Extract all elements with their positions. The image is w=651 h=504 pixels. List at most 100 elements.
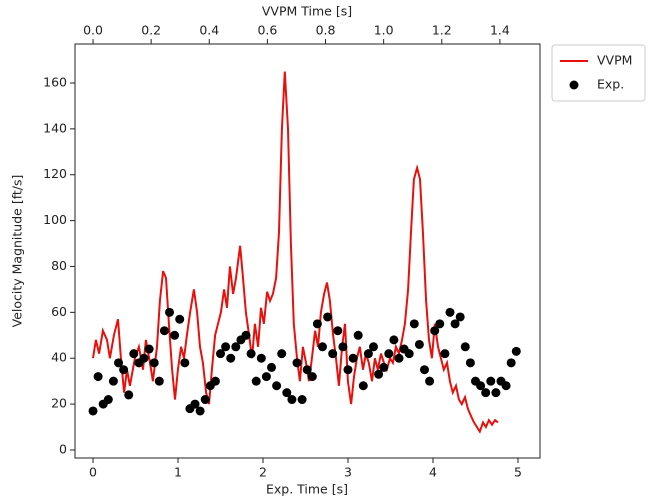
scatter-point: [358, 381, 368, 391]
scatter-point: [506, 358, 516, 368]
scatter-point: [389, 335, 399, 345]
scatter-point: [246, 349, 256, 359]
scatter-point: [435, 319, 445, 329]
scatter-point: [272, 381, 282, 391]
scatter-point: [216, 349, 226, 359]
x-tick-label: 5: [514, 465, 522, 480]
scatter-point: [124, 390, 134, 400]
scatter-point: [241, 330, 251, 340]
scatter-point: [139, 353, 149, 363]
top-tick-label: 1.2: [432, 23, 452, 38]
x-tick-label: 2: [259, 465, 267, 480]
x-tick-label: 4: [429, 465, 437, 480]
scatter-point: [460, 342, 470, 352]
y-tick-label: 140: [43, 120, 67, 135]
scatter-point: [256, 353, 266, 363]
y-tick-label: 160: [43, 74, 67, 89]
scatter-point: [277, 349, 287, 359]
scatter-point: [114, 358, 124, 368]
top-tick-label: 0.2: [141, 23, 161, 38]
scatter-point: [231, 342, 241, 352]
scatter-point: [149, 358, 159, 368]
y-tick-label: 80: [51, 258, 67, 273]
scatter-point: [374, 369, 384, 379]
top-tick-label: 0.0: [83, 23, 103, 38]
scatter-point: [328, 349, 338, 359]
scatter-point: [297, 395, 307, 405]
scatter-point: [180, 358, 190, 368]
top-tick-label: 0.8: [316, 23, 336, 38]
scatter-point: [481, 388, 491, 398]
scatter-point: [119, 365, 129, 375]
scatter-point: [159, 326, 169, 336]
scatter-point: [261, 372, 271, 382]
scatter-point: [210, 376, 220, 386]
scatter-point: [103, 395, 113, 405]
y-tick-label: 0: [59, 441, 67, 456]
scatter-point: [348, 353, 358, 363]
scatter-point: [190, 399, 200, 409]
scatter-point: [394, 353, 404, 363]
y-tick-label: 40: [51, 350, 67, 365]
scatter-point: [93, 372, 103, 382]
scatter-point: [154, 376, 164, 386]
scatter-point: [307, 372, 317, 382]
scatter-point: [312, 319, 322, 329]
scatter-point: [491, 388, 501, 398]
scatter-point: [302, 365, 312, 375]
scatter-point: [251, 376, 261, 386]
top-tick-label: 0.4: [199, 23, 219, 38]
scatter-point: [404, 349, 414, 359]
scatter-point: [414, 339, 424, 349]
scatter-point: [165, 307, 175, 317]
line-series: [92, 71, 499, 434]
scatter-point: [323, 312, 333, 322]
y-axis-label: Velocity Magnitude [ft/s]: [10, 175, 25, 328]
x-tick-label: 3: [344, 465, 352, 480]
top-tick-label: 0.6: [257, 23, 277, 38]
scatter-point: [108, 376, 118, 386]
top-tick-label: 1.4: [490, 23, 510, 38]
x-tick-label: 0: [89, 465, 97, 480]
scatter-point: [476, 381, 486, 391]
scatter-point: [195, 406, 205, 416]
scatter-point: [486, 376, 496, 386]
scatter-point: [450, 319, 460, 329]
plot-frame: [74, 43, 541, 459]
scatter-point: [170, 330, 180, 340]
scatter-point: [144, 344, 154, 354]
y-tick-label: 60: [51, 304, 67, 319]
scatter-point: [287, 395, 297, 405]
scatter-point: [440, 349, 450, 359]
scatter-point: [501, 381, 511, 391]
legend-swatch: [569, 80, 579, 90]
scatter-point: [384, 349, 394, 359]
scatter-point: [221, 342, 231, 352]
x-axis-label: Exp. Time [s]: [266, 482, 348, 497]
scatter-point: [129, 349, 139, 359]
scatter-point: [430, 326, 440, 336]
y-tick-label: 20: [51, 396, 67, 411]
scatter-point: [511, 346, 521, 356]
scatter-point: [368, 342, 378, 352]
scatter-point: [465, 358, 475, 368]
top-tick-label: 1.0: [374, 23, 394, 38]
scatter-point: [409, 319, 419, 329]
scatter-point: [88, 406, 98, 416]
top-axis-label: VVPM Time [s]: [262, 4, 352, 19]
scatter-point: [363, 349, 373, 359]
scatter-point: [379, 362, 389, 372]
scatter-point: [292, 358, 302, 368]
scatter-point: [419, 365, 429, 375]
legend-label: VVPM: [597, 53, 632, 68]
scatter-point: [425, 376, 435, 386]
legend-label: Exp.: [597, 77, 624, 92]
y-tick-label: 120: [43, 166, 67, 181]
scatter-point: [343, 365, 353, 375]
scatter-point: [282, 388, 292, 398]
scatter-point: [333, 326, 343, 336]
x-tick-label: 1: [174, 465, 182, 480]
scatter-point: [175, 314, 185, 324]
